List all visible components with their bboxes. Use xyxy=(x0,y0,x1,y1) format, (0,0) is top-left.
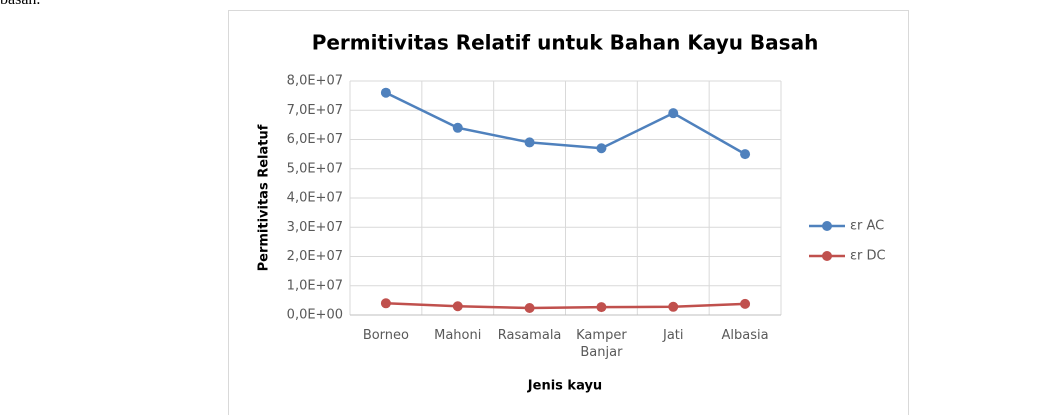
point xyxy=(452,301,463,312)
chart-frame xyxy=(228,10,909,415)
point xyxy=(668,301,679,312)
series-line xyxy=(385,91,746,156)
point xyxy=(380,87,391,98)
legend-marker xyxy=(822,251,832,261)
point xyxy=(524,137,535,148)
y-tick-label: 6,0E+07 xyxy=(287,132,343,147)
y-tick-label: 8,0E+07 xyxy=(287,74,343,89)
y-axis-label: Permitivitas Relatuf xyxy=(257,124,272,271)
series-line xyxy=(385,302,746,310)
x-tick-label: Kamper Banjar xyxy=(576,328,627,360)
y-tick-label: 5,0E+07 xyxy=(287,161,343,176)
y-tick-label: 7,0E+07 xyxy=(287,103,343,118)
y-tick-label: 1,0E+07 xyxy=(287,278,343,293)
x-tick-label: Rasamala xyxy=(497,328,562,343)
y-tick-label: 3,0E+07 xyxy=(287,220,343,235)
point xyxy=(596,302,607,313)
y-tick-label: 0,0E+00 xyxy=(287,308,343,323)
point xyxy=(668,108,679,119)
legend-marker xyxy=(822,221,832,231)
point xyxy=(524,302,535,313)
point xyxy=(452,122,463,133)
document-fragment: basah. xyxy=(0,0,40,9)
x-tick-label: Albasia xyxy=(721,328,769,343)
y-tick-label: 4,0E+07 xyxy=(287,191,343,206)
x-tick-label: Mahoni xyxy=(434,328,482,343)
point xyxy=(740,149,751,160)
point xyxy=(380,298,391,309)
y-tick-label: 2,0E+07 xyxy=(287,249,343,264)
legend-label: εr DC xyxy=(850,249,886,264)
x-axis-label: Jenis kayu xyxy=(527,379,602,394)
point xyxy=(740,298,751,309)
chart-title: Permitivitas Relatif untuk Bahan Kayu Ba… xyxy=(312,31,819,55)
x-tick-label: Borneo xyxy=(362,328,409,343)
x-tick-label: Jati xyxy=(662,328,684,343)
legend-label: εr AC xyxy=(850,219,884,234)
point xyxy=(596,143,607,154)
